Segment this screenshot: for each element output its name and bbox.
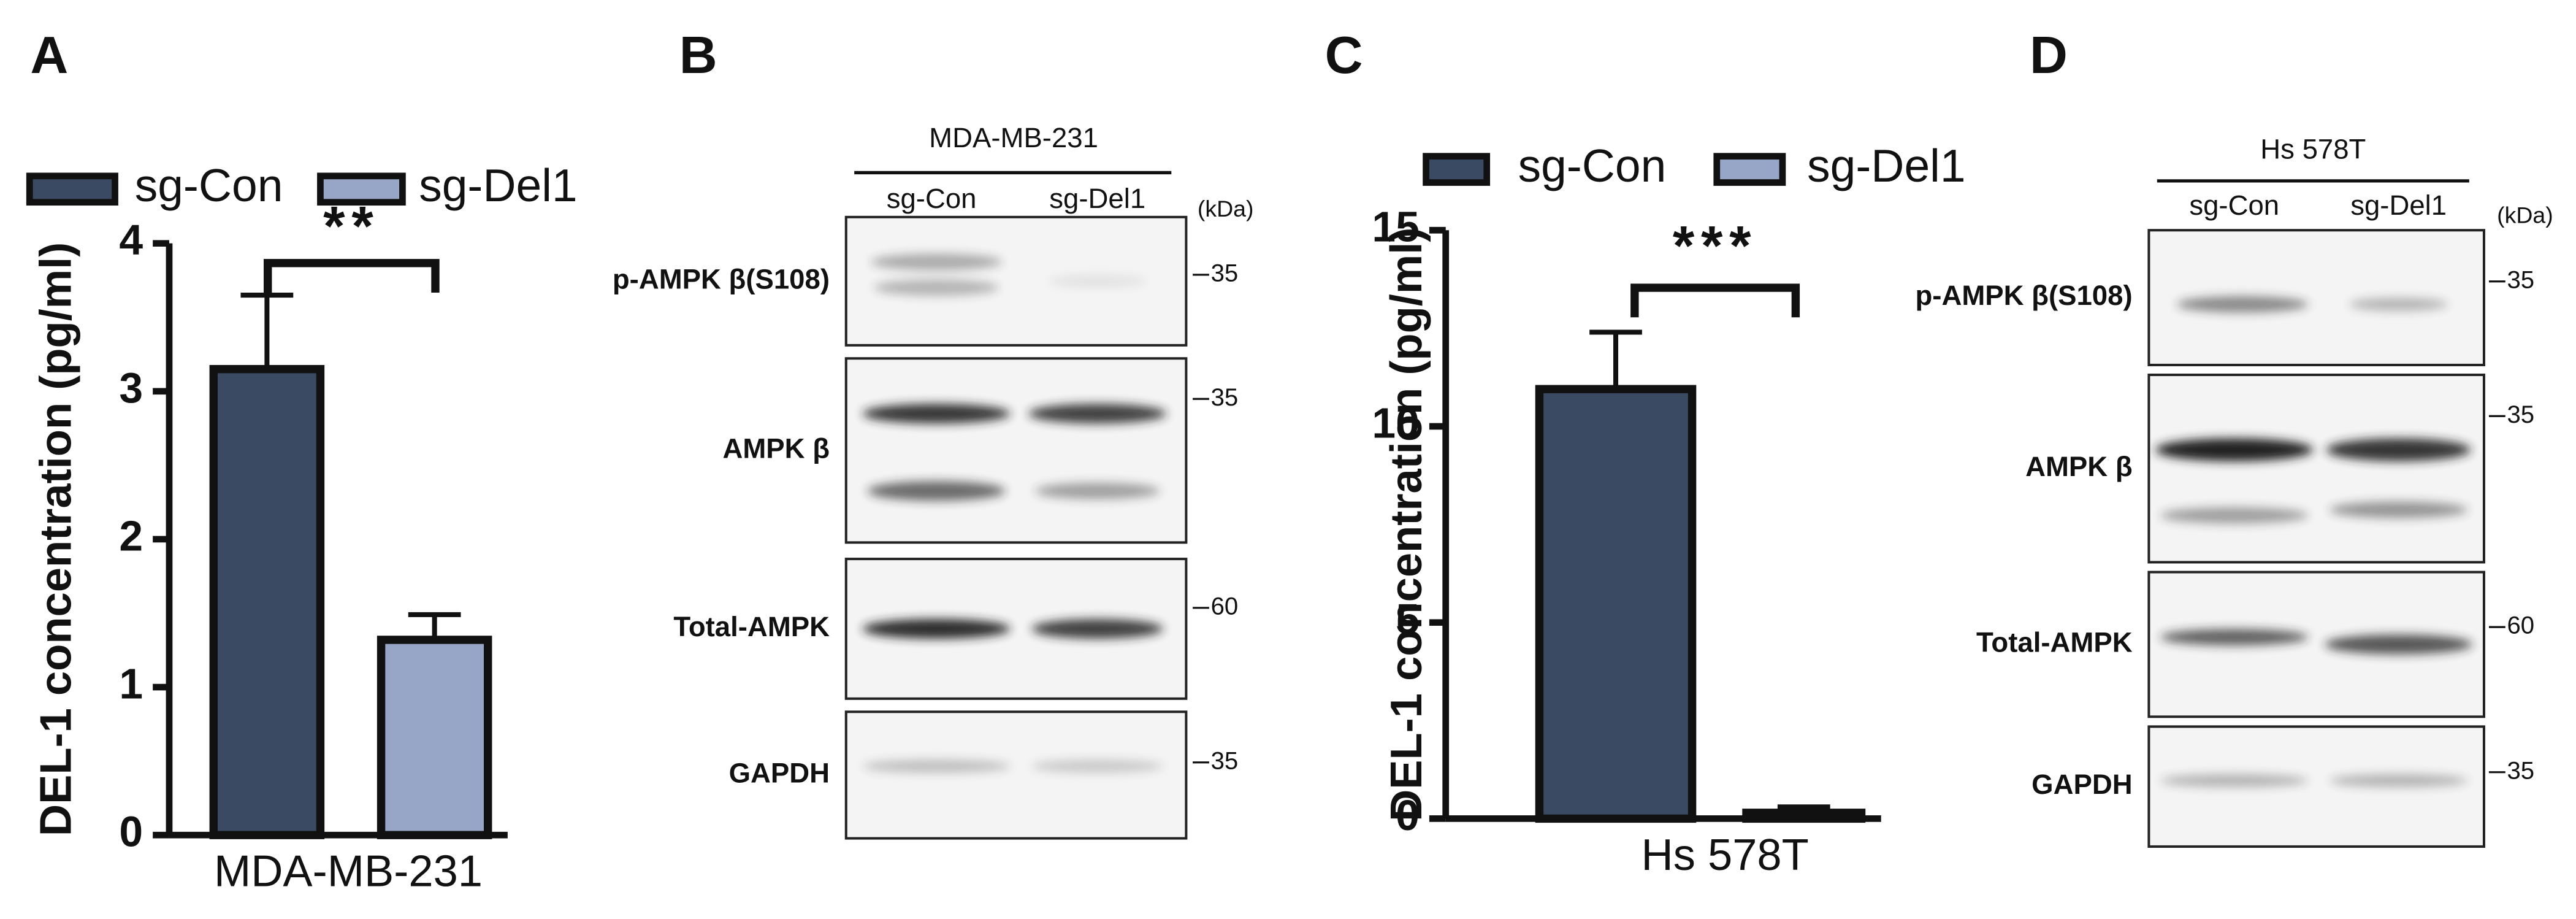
lane-label: sg-Con	[887, 183, 977, 214]
x-tick-label: Hs 578T	[1641, 831, 1808, 880]
marker-label: 35	[1211, 383, 1239, 411]
blot-band	[862, 404, 1011, 424]
legend-label: sg-Del1	[419, 160, 577, 211]
significance-label: ***	[1673, 215, 1757, 277]
y-tick-label: 15	[1372, 203, 1419, 251]
marker-label: 35	[2507, 756, 2534, 784]
blot-panel	[2147, 374, 2485, 564]
y-axis-label: DEL-1 concentration (pg/ml)	[1382, 228, 1431, 821]
row-label: GAPDH	[729, 757, 830, 788]
panel-label: D	[2030, 26, 2068, 85]
significance-bracket	[1630, 283, 1800, 318]
panel-label: B	[679, 26, 717, 85]
blot-band	[2155, 438, 2314, 461]
marker-label: 60	[1211, 592, 1239, 620]
y-tick-label: 10	[1372, 399, 1419, 447]
marker-label: 35	[1211, 259, 1239, 286]
legend-swatch	[26, 172, 118, 206]
blot-band	[2329, 774, 2468, 788]
blot-band	[2325, 634, 2473, 655]
blot-band	[1031, 759, 1163, 773]
blot-band	[2329, 501, 2468, 518]
panel-label: C	[1325, 26, 1363, 85]
panel-label: A	[30, 26, 68, 85]
lane-label: sg-Con	[2189, 190, 2279, 221]
blot-title: Hs 578T	[2260, 134, 2366, 165]
row-label: Total-AMPK	[673, 611, 830, 642]
blot-band	[862, 759, 1011, 773]
blot-band	[2326, 438, 2471, 461]
y-tick-label: 1	[119, 659, 143, 707]
row-label: p-AMPK β(S108)	[613, 263, 830, 294]
blot-band	[874, 279, 999, 296]
blot-band	[2176, 296, 2309, 313]
blot-band	[862, 618, 1011, 639]
y-tick-label: 4	[119, 216, 143, 264]
legend-swatch	[317, 172, 406, 206]
blot-band	[870, 253, 1003, 271]
blot-band	[2160, 629, 2309, 646]
marker-label: 35	[1211, 747, 1239, 774]
y-tick-label: 0	[1396, 791, 1420, 839]
marker-label: 35	[2507, 401, 2534, 428]
x-tick-label: MDA-MB-231	[214, 847, 483, 896]
blot-band	[1028, 404, 1167, 424]
blot-panel	[844, 710, 1188, 840]
row-label: Total-AMPK	[1976, 626, 2133, 658]
row-label: AMPK β	[723, 433, 830, 464]
blot-band	[2349, 298, 2448, 311]
legend-swatch	[1713, 153, 1786, 186]
unit-label: (kDa)	[1198, 196, 1254, 221]
blot-band	[1048, 274, 1147, 288]
bar	[1535, 385, 1697, 823]
blot-band	[1034, 482, 1160, 499]
blot-band	[1031, 618, 1163, 639]
blot-band	[867, 481, 1006, 501]
y-axis-label: DEL-1 concentration (pg/ml)	[32, 242, 81, 836]
y-tick-label: 3	[119, 364, 143, 412]
significance-bracket	[264, 259, 440, 293]
bar	[376, 636, 492, 839]
marker-label: 60	[2507, 612, 2534, 639]
legend-label: sg-Con	[135, 160, 283, 211]
blot-panel	[2147, 725, 2485, 848]
row-label: p-AMPK β(S108)	[1915, 280, 2132, 311]
legend-label: sg-Del1	[1807, 140, 1965, 191]
blot-title: MDA-MB-231	[929, 122, 1098, 153]
legend-swatch	[1423, 153, 1491, 186]
blot-band	[2160, 507, 2309, 524]
row-label: GAPDH	[2031, 769, 2132, 800]
blot-panel	[844, 357, 1188, 544]
lane-label: sg-Del1	[2350, 190, 2447, 221]
lane-label: sg-Del1	[1049, 183, 1145, 214]
y-tick-label: 2	[119, 512, 143, 559]
row-label: AMPK β	[2025, 451, 2132, 482]
legend-label: sg-Con	[1518, 140, 1667, 191]
blot-panel	[2147, 229, 2485, 366]
unit-label: (kDa)	[2497, 202, 2553, 228]
blot-band	[2160, 774, 2309, 788]
bar	[209, 364, 325, 839]
significance-label: **	[323, 195, 380, 257]
y-tick-label: 0	[119, 808, 143, 856]
y-tick-label: 5	[1396, 595, 1420, 643]
marker-label: 35	[2507, 266, 2534, 293]
